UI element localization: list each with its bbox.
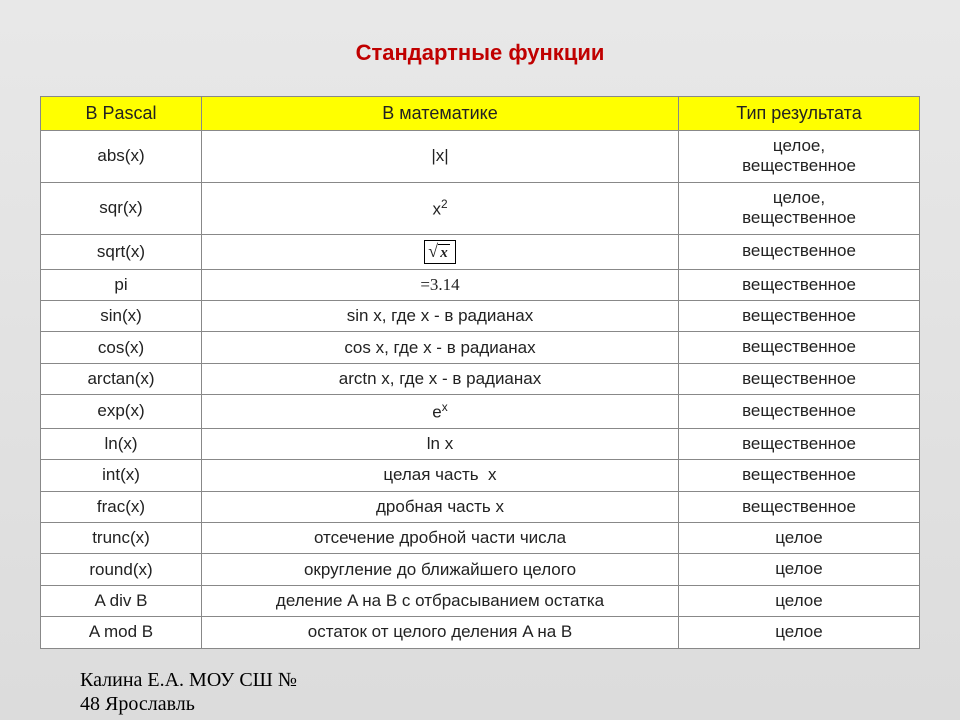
footer-attribution: Калина Е.А. МОУ СШ № 48 Ярославль (80, 668, 297, 716)
functions-table: В Pascal В математике Тип результата abs… (40, 96, 920, 649)
table-row: round(x)округление до ближайшего целогоц… (41, 554, 920, 585)
cell-result: вещественное (679, 491, 920, 522)
table-row: int(x)целая часть xвещественное (41, 460, 920, 491)
cell-pascal: exp(x) (41, 395, 202, 429)
cell-math: дробная часть x (202, 491, 679, 522)
table-row: sqr(x)x2целое,вещественное (41, 182, 920, 234)
cell-math: sin x, где x - в радианах (202, 300, 679, 331)
cell-result: вещественное (679, 460, 920, 491)
cell-pascal: abs(x) (41, 131, 202, 183)
table-row: pi=3.14вещественное (41, 269, 920, 300)
cell-pascal: sqr(x) (41, 182, 202, 234)
table-row: A mod Bостаток от целого деления A на Bц… (41, 617, 920, 648)
cell-result: целое (679, 522, 920, 553)
table-row: exp(x)exвещественное (41, 395, 920, 429)
table-row: abs(x)|x|целое,вещественное (41, 131, 920, 183)
cell-result: вещественное (679, 300, 920, 331)
cell-result: целое (679, 617, 920, 648)
table-row: frac(x)дробная часть xвещественное (41, 491, 920, 522)
cell-result: целое,вещественное (679, 182, 920, 234)
page-title: Стандартные функции (40, 40, 920, 66)
cell-result: вещественное (679, 428, 920, 459)
cell-result: целое (679, 585, 920, 616)
cell-pascal: trunc(x) (41, 522, 202, 553)
table-row: ln(x)ln xвещественное (41, 428, 920, 459)
cell-pascal: A div B (41, 585, 202, 616)
header-math: В математике (202, 97, 679, 131)
cell-math: =3.14 (202, 269, 679, 300)
footer-line2: 48 Ярославль (80, 692, 297, 716)
cell-math: отсечение дробной части числа (202, 522, 679, 553)
cell-math: ln x (202, 428, 679, 459)
cell-pascal: sqrt(x) (41, 234, 202, 269)
cell-result: вещественное (679, 269, 920, 300)
cell-result: вещественное (679, 363, 920, 394)
cell-math: cos x, где x - в радианах (202, 332, 679, 363)
table-row: A div Bделение A на B с отбрасыванием ос… (41, 585, 920, 616)
table-row: sin(x)sin x, где x - в радианахвеществен… (41, 300, 920, 331)
cell-pascal: round(x) (41, 554, 202, 585)
cell-math: arctn x, где x - в радианах (202, 363, 679, 394)
header-pascal: В Pascal (41, 97, 202, 131)
cell-pascal: pi (41, 269, 202, 300)
header-result: Тип результата (679, 97, 920, 131)
cell-math: остаток от целого деления A на B (202, 617, 679, 648)
cell-math: целая часть x (202, 460, 679, 491)
cell-result: вещественное (679, 332, 920, 363)
slide-page: Стандартные функции В Pascal В математик… (0, 0, 960, 720)
cell-math: ex (202, 395, 679, 429)
table-header-row: В Pascal В математике Тип результата (41, 97, 920, 131)
cell-result: целое (679, 554, 920, 585)
cell-result: целое,вещественное (679, 131, 920, 183)
cell-math: x2 (202, 182, 679, 234)
cell-pascal: int(x) (41, 460, 202, 491)
cell-result: вещественное (679, 234, 920, 269)
table-row: trunc(x)отсечение дробной части числацел… (41, 522, 920, 553)
cell-pascal: sin(x) (41, 300, 202, 331)
table-row: arctan(x)arctn x, где x - в радианахвеще… (41, 363, 920, 394)
cell-pascal: ln(x) (41, 428, 202, 459)
cell-pascal: frac(x) (41, 491, 202, 522)
cell-math: деление A на B с отбрасыванием остатка (202, 585, 679, 616)
cell-pascal: A mod B (41, 617, 202, 648)
table-row: cos(x)cos x, где x - в радианахвеществен… (41, 332, 920, 363)
cell-math: √x (202, 234, 679, 269)
cell-pascal: cos(x) (41, 332, 202, 363)
cell-math: округление до ближайшего целого (202, 554, 679, 585)
cell-math: |x| (202, 131, 679, 183)
table-row: sqrt(x)√xвещественное (41, 234, 920, 269)
cell-result: вещественное (679, 395, 920, 429)
cell-pascal: arctan(x) (41, 363, 202, 394)
footer-line1: Калина Е.А. МОУ СШ № (80, 668, 297, 692)
